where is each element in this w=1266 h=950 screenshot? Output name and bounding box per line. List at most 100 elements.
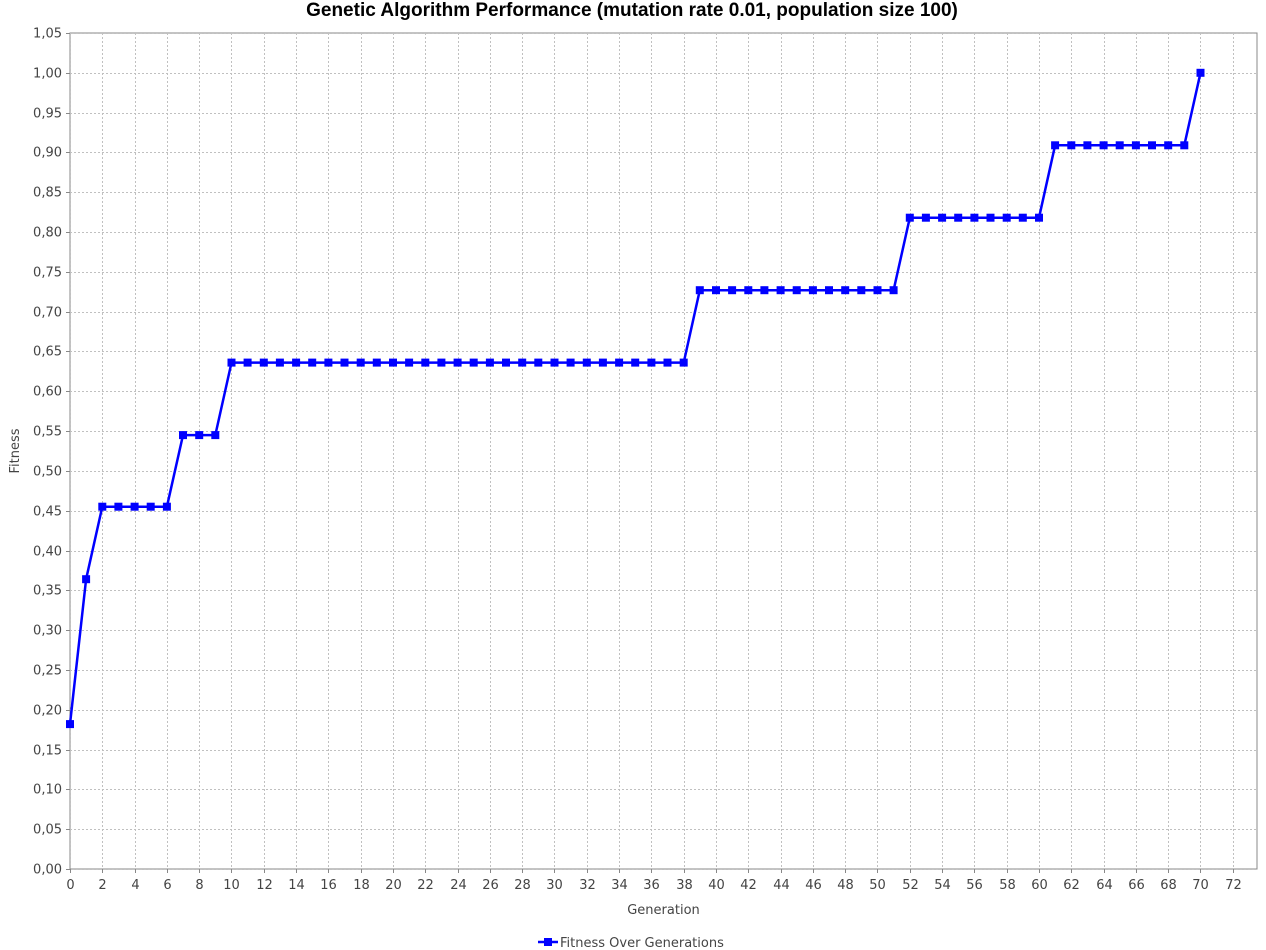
y-tick-label: 0,90 [33, 146, 62, 161]
data-point [437, 358, 446, 367]
x-tick-label: 46 [805, 878, 822, 893]
data-point [453, 358, 462, 367]
data-point [534, 358, 543, 367]
y-tick-label: 0,60 [33, 385, 62, 400]
data-point [1099, 141, 1108, 150]
y-tick-label: 1,00 [33, 67, 62, 82]
y-tick-label: 0,45 [33, 505, 62, 520]
x-tick-label: 38 [676, 878, 693, 893]
data-point [518, 358, 527, 367]
x-tick-label: 54 [934, 878, 951, 893]
y-tick-label: 0,00 [33, 863, 62, 878]
y-tick-label: 0,40 [33, 545, 62, 560]
legend-marker [544, 938, 552, 946]
y-tick-label: 0,95 [33, 107, 62, 122]
data-point [986, 213, 995, 222]
data-point [130, 502, 139, 511]
y-tick-label: 1,05 [33, 27, 62, 42]
data-point [631, 358, 640, 367]
data-point [324, 358, 333, 367]
data-point [825, 286, 833, 295]
data-point [1148, 141, 1156, 150]
x-tick-label: 68 [1160, 878, 1177, 893]
data-point [679, 358, 688, 367]
data-point [66, 720, 74, 729]
x-tick-label: 10 [223, 878, 240, 893]
x-tick-label: 48 [837, 878, 854, 893]
data-point [873, 286, 882, 295]
data-point [1196, 68, 1205, 77]
data-point [162, 502, 171, 511]
x-tick-label: 28 [514, 878, 531, 893]
y-tick-label: 0,55 [33, 425, 62, 440]
data-point [841, 286, 850, 295]
data-point [647, 358, 656, 367]
data-point [98, 502, 107, 511]
y-tick-label: 0,70 [33, 306, 62, 321]
y-tick-label: 0,05 [33, 823, 62, 838]
data-point [179, 431, 187, 440]
x-tick-label: 56 [966, 878, 983, 893]
data-point [146, 502, 155, 511]
x-tick-label: 42 [740, 878, 757, 893]
x-tick-label: 66 [1128, 878, 1145, 893]
data-point [1018, 213, 1027, 222]
data-point [1083, 141, 1092, 150]
y-tick-label: 0,10 [33, 783, 62, 798]
y-tick-label: 0,75 [33, 266, 62, 281]
data-point [744, 286, 753, 295]
x-tick-label: 32 [579, 878, 596, 893]
data-point [857, 286, 866, 295]
data-point [340, 358, 349, 367]
data-point [905, 213, 914, 222]
data-point [82, 575, 91, 584]
data-point [776, 286, 785, 295]
series-layer [66, 68, 1205, 729]
data-point [389, 358, 397, 367]
x-tick-label: 26 [482, 878, 499, 893]
data-point [566, 358, 575, 367]
x-tick-label: 30 [546, 878, 563, 893]
x-tick-label: 70 [1192, 878, 1209, 893]
data-point [292, 358, 301, 367]
x-tick-label: 16 [320, 878, 337, 893]
data-point [615, 358, 624, 367]
data-point [1051, 141, 1060, 150]
y-tick-label: 0,85 [33, 186, 62, 201]
data-point [356, 358, 365, 367]
data-point [469, 358, 478, 367]
data-point [1067, 141, 1076, 150]
x-tick-label: 44 [773, 878, 790, 893]
data-point [227, 358, 236, 367]
y-tick-label: 0,20 [33, 704, 62, 719]
x-tick-label: 6 [163, 878, 171, 893]
axes: 0,00 0,05 0,10 0,15 0,20 0,25 0,30 0,35 0,40 0,45… [33, 27, 1242, 894]
data-point [1002, 213, 1011, 222]
y-tick-label: 0,30 [33, 624, 62, 639]
x-axis-title: Generation [627, 903, 700, 918]
data-point [808, 286, 817, 295]
data-point [485, 358, 494, 367]
data-point [259, 358, 268, 367]
data-point [243, 358, 252, 367]
data-point [792, 286, 801, 295]
chart-title: Genetic Algorithm Performance (mutation … [306, 0, 958, 21]
grid [70, 33, 1257, 870]
data-point [954, 213, 963, 222]
data-point [938, 213, 947, 222]
legend: Fitness Over Generations [538, 936, 724, 950]
data-point [405, 358, 414, 367]
data-point [195, 431, 204, 440]
data-point [1131, 141, 1140, 150]
data-point [889, 286, 898, 295]
data-point [421, 358, 430, 367]
data-point [582, 358, 591, 367]
y-tick-label: 0,15 [33, 744, 62, 759]
x-tick-label: 2 [98, 878, 106, 893]
y-tick-label: 0,80 [33, 226, 62, 241]
data-point [712, 286, 720, 295]
y-tick-label: 0,50 [33, 465, 62, 480]
data-point [114, 502, 123, 511]
